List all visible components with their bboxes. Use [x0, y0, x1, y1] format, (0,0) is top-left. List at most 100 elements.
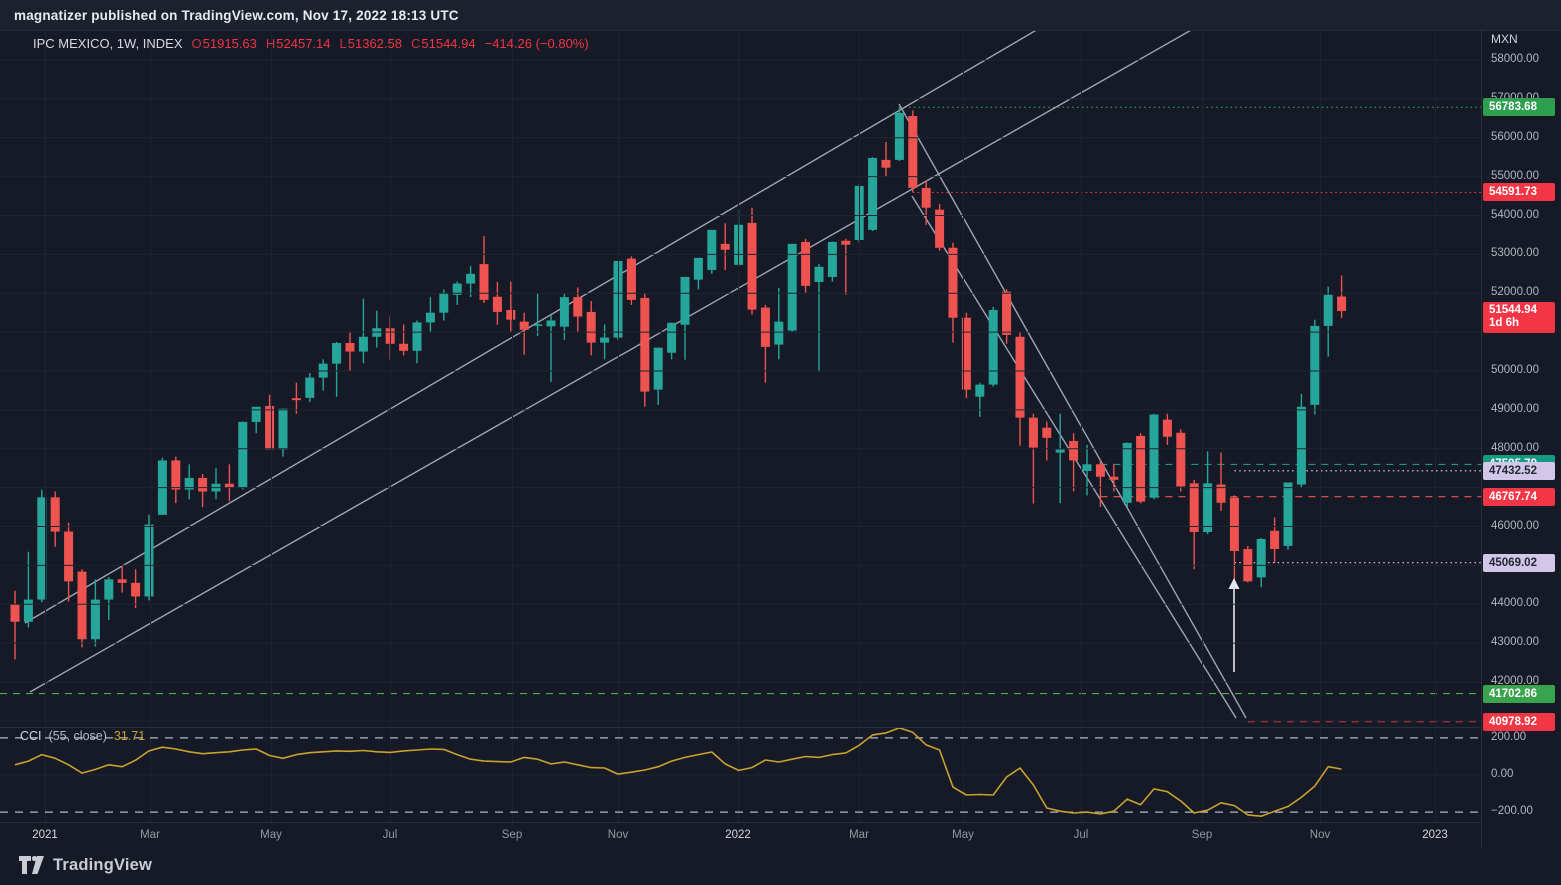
candle-body	[787, 243, 797, 331]
price-tick-label: 56000.00	[1491, 130, 1539, 143]
candle-body	[144, 524, 154, 597]
price-level-badge: 46767.74	[1483, 487, 1555, 506]
main-pane[interactable]	[0, 25, 1481, 723]
time-label-year: 2022	[725, 829, 751, 841]
symbol-title[interactable]: IPC MEXICO, 1W, INDEX	[33, 36, 183, 51]
currency-label: MXN	[1491, 32, 1518, 46]
candle-body	[1002, 291, 1012, 335]
cci-tick-label: −200.00	[1491, 805, 1533, 818]
candle-body	[975, 384, 985, 397]
time-label-month: Jul	[1073, 829, 1089, 841]
cci-name[interactable]: CCI	[20, 729, 42, 743]
symbol-legend[interactable]: IPC MEXICO, 1W, INDEX O51915.63 H52457.1…	[33, 36, 589, 51]
candle-body	[908, 115, 918, 188]
price-level-badge: 45069.02	[1483, 553, 1555, 572]
ohlc-close: C51544.94	[410, 36, 476, 51]
candle-body	[774, 321, 784, 345]
candle-body	[935, 209, 945, 248]
time-label-month: Nov	[607, 829, 629, 841]
candle-body	[948, 247, 958, 318]
time-label-year: 2023	[1422, 829, 1448, 841]
candle-body	[425, 312, 435, 323]
trendline[interactable]	[29, 25, 1200, 693]
candle-body	[640, 297, 650, 392]
time-label-month: Sep	[501, 829, 523, 841]
candle-body	[90, 599, 100, 640]
candle-body	[814, 266, 824, 282]
trendline[interactable]	[898, 103, 1247, 719]
candle-body	[1149, 414, 1159, 498]
candle-body	[1283, 482, 1293, 546]
candle-body	[1310, 325, 1320, 405]
candle-body	[1270, 530, 1280, 550]
price-level-badge: 54591.73	[1483, 183, 1555, 202]
publication-text: magnatizer published on TradingView.com,…	[14, 7, 459, 23]
candle-body	[1122, 442, 1132, 503]
candle-body	[1216, 484, 1226, 503]
time-label-month: Mar	[849, 829, 869, 841]
cci-indicator-legend[interactable]: CCI (55, close) 31.71	[20, 729, 145, 743]
candle-body	[586, 311, 596, 343]
candle-body	[506, 309, 516, 320]
price-tick-label: 52000.00	[1491, 286, 1539, 299]
candle-body	[573, 297, 583, 317]
candle-body	[720, 243, 730, 250]
price-level-badge: 47432.52	[1483, 461, 1555, 480]
trendline[interactable]	[24, 25, 1045, 624]
candle-body	[1136, 435, 1146, 502]
candle-body	[1189, 483, 1199, 532]
price-axis[interactable]: MXN 58000.0057000.0056000.0055000.005400…	[1481, 30, 1561, 848]
candle-body	[881, 159, 891, 168]
time-label-month: Mar	[140, 829, 160, 841]
time-label-month: Nov	[1309, 829, 1331, 841]
price-level-badge: 56783.68	[1483, 98, 1555, 117]
candle-body	[707, 229, 717, 270]
price-tick-label: 48000.00	[1491, 441, 1539, 454]
price-tick-label: 46000.00	[1491, 519, 1539, 532]
price-tick-label: 49000.00	[1491, 402, 1539, 415]
candle-body	[667, 322, 677, 353]
candle-body	[37, 497, 47, 600]
time-axis[interactable]: 2021 Mar May Jul Sep Nov 2022 Mar May Jul Sep Nov 20…	[0, 822, 1481, 850]
candle-body	[345, 343, 355, 352]
price-tick-label: 44000.00	[1491, 597, 1539, 610]
tradingview-attribution[interactable]: TradingView	[18, 853, 152, 877]
candle-body	[1296, 406, 1306, 485]
candle-body	[399, 343, 409, 351]
candle-body	[600, 337, 610, 343]
candle-body	[1082, 464, 1092, 471]
candle-body	[265, 405, 275, 450]
candle-body	[117, 579, 127, 583]
time-label-month: Jul	[382, 829, 398, 841]
candle-body	[64, 531, 74, 582]
candle-body	[1203, 483, 1213, 532]
candle-body	[693, 257, 703, 280]
candle-body	[1323, 294, 1333, 326]
candle-body	[546, 320, 556, 327]
publication-banner: magnatizer published on TradingView.com,…	[0, 0, 1561, 31]
candle-body	[171, 460, 181, 490]
candle-body	[291, 398, 301, 401]
candle-body	[10, 604, 20, 622]
change-value: −414.26 (−0.80%)	[484, 36, 589, 51]
candle-body	[23, 599, 33, 622]
tradingview-logo-text: TradingView	[53, 855, 153, 874]
candle-body	[224, 483, 234, 488]
up-arrow-head[interactable]	[1228, 578, 1240, 589]
candle-body	[1015, 336, 1025, 418]
cci-params: (55, close)	[48, 729, 107, 743]
time-label-month: May	[952, 829, 974, 841]
candle-body	[653, 347, 663, 390]
price-level-badge: 41702.86	[1483, 684, 1555, 703]
candle-body	[559, 297, 569, 327]
candle-body	[50, 497, 60, 532]
candle-body	[1337, 296, 1347, 311]
candle-body	[452, 283, 462, 295]
current-price-badge: 51544.94 1d 6h	[1483, 301, 1555, 333]
candle-body	[104, 579, 114, 600]
candle-body	[198, 477, 208, 492]
ohlc-high: H52457.14	[265, 36, 331, 51]
candle-body	[1256, 538, 1266, 578]
candle-body	[492, 296, 502, 312]
